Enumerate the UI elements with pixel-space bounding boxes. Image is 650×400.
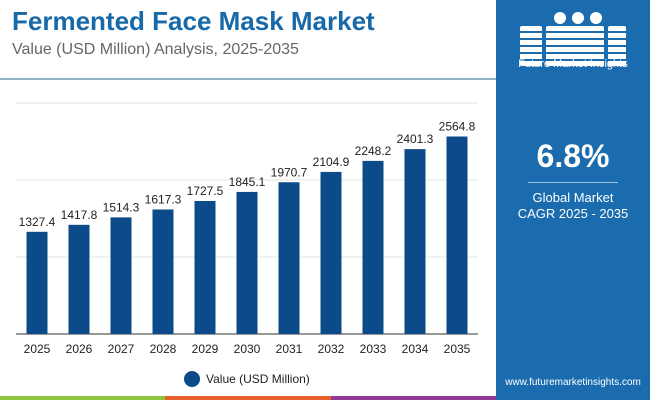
x-tick-label: 2033 [360, 342, 387, 356]
website-link[interactable]: www.futuremarketinsights.com [505, 377, 641, 388]
fmi-logo-icon [516, 12, 630, 66]
data-label: 1417.8 [61, 208, 98, 222]
x-tick-label: 2029 [192, 342, 219, 356]
cagr-divider [528, 182, 618, 183]
cagr-value: 6.8% [536, 138, 610, 174]
x-tick-label: 2032 [318, 342, 345, 356]
footer-strip-purple [331, 396, 496, 400]
data-label: 2248.2 [355, 144, 392, 158]
footer-strip-orange [165, 396, 331, 400]
x-tick-label: 2031 [276, 342, 303, 356]
data-label: 1727.5 [187, 184, 224, 198]
cagr-label: Global Market [532, 190, 614, 205]
cagr-period: CAGR 2025 - 2035 [517, 206, 629, 221]
footer-strip-green [0, 396, 165, 400]
chart-title: Fermented Face Mask Market [12, 6, 375, 36]
bar [26, 231, 48, 334]
bar [404, 149, 426, 334]
legend: Value (USD Million) [184, 371, 310, 387]
legend-marker [184, 371, 200, 387]
bar [278, 182, 300, 334]
chart-subtitle: Value (USD Million) Analysis, 2025-2035 [12, 41, 299, 58]
data-label: 1970.7 [271, 165, 308, 179]
bar-chart: 1327.4 2025 1417.8 2026 1514.3 2027 1617.3 2028… [16, 102, 478, 356]
x-tick-label: 2034 [402, 342, 429, 356]
bar [320, 171, 342, 334]
bar [152, 209, 174, 334]
x-tick-label: 2026 [66, 342, 93, 356]
data-label: 1327.4 [19, 215, 56, 229]
data-label: 1514.3 [103, 200, 140, 214]
data-label: 2104.9 [313, 155, 350, 169]
bar [110, 217, 132, 334]
logo-text: Future Market Insights [518, 58, 628, 70]
x-tick-label: 2030 [234, 342, 261, 356]
header-divider [0, 78, 496, 80]
bar [68, 224, 90, 334]
legend-label: Value (USD Million) [206, 372, 310, 386]
data-label: 1617.3 [145, 192, 182, 206]
bar [362, 160, 384, 334]
footer-strip-blue [496, 396, 650, 400]
x-tick-label: 2035 [444, 342, 471, 356]
data-label: 2564.8 [439, 120, 476, 134]
side-panel: Future Market Insights 6.8% Global Marke… [496, 0, 650, 396]
data-label: 1845.1 [229, 175, 266, 189]
bar [194, 200, 216, 334]
x-tick-label: 2028 [150, 342, 177, 356]
data-label: 2401.3 [397, 132, 434, 146]
bar [446, 136, 468, 334]
x-tick-label: 2027 [108, 342, 135, 356]
x-tick-label: 2025 [24, 342, 51, 356]
bar [236, 191, 258, 334]
